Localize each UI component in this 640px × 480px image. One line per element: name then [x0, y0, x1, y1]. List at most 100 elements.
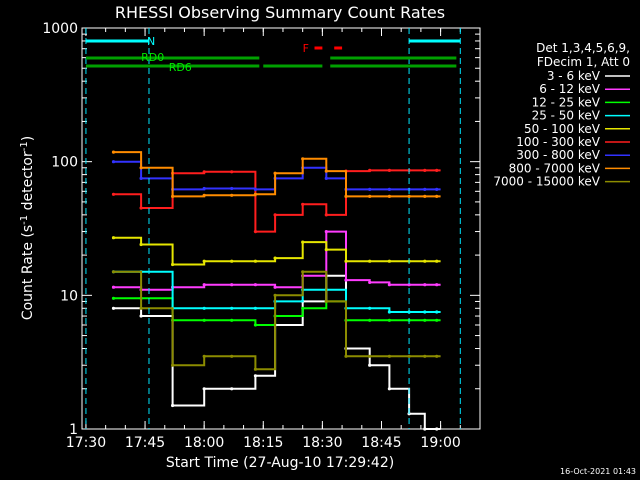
- data-point: [435, 187, 439, 191]
- legend-entry-label: 6 - 12 keV: [539, 82, 601, 96]
- data-point: [368, 318, 372, 322]
- data-point: [324, 213, 328, 217]
- data-point: [423, 259, 427, 263]
- y-axis-label-part2: detector: [20, 151, 36, 215]
- data-point: [435, 259, 439, 263]
- rd6-flag-label: RD6: [169, 61, 192, 74]
- legend-entry-label: 25 - 50 keV: [532, 109, 601, 123]
- y-axis-label-part1: Count Rate (s: [20, 225, 36, 320]
- data-point: [230, 193, 234, 197]
- data-point: [368, 187, 372, 191]
- data-point: [435, 168, 439, 172]
- series-line: [113, 297, 441, 326]
- x-tick-label: 18:30: [302, 435, 342, 451]
- data-point: [387, 187, 391, 191]
- data-point: [387, 354, 391, 358]
- data-point: [423, 354, 427, 358]
- data-point: [423, 318, 427, 322]
- data-point: [139, 314, 143, 318]
- data-point: [368, 194, 372, 198]
- x-axis-label: Start Time (27-Aug-10 17:29:42): [166, 455, 394, 471]
- axis-ticks: [82, 27, 481, 430]
- y-tick-label: 100: [51, 155, 78, 171]
- data-point: [111, 236, 116, 240]
- series-line: [113, 236, 441, 266]
- data-point: [301, 202, 305, 206]
- data-point: [111, 270, 116, 274]
- plot-area: [81, 27, 481, 430]
- data-point: [407, 283, 411, 287]
- data-point: [423, 168, 427, 172]
- data-point: [387, 168, 391, 172]
- y-tick-label: 10: [60, 288, 78, 304]
- night-flag-label: N: [147, 35, 155, 48]
- data-point: [324, 230, 328, 234]
- data-point: [139, 166, 143, 170]
- data-point: [253, 259, 257, 263]
- data-point: [202, 259, 206, 263]
- legend-entry-label: 3 - 6 keV: [547, 69, 601, 83]
- data-point: [253, 230, 257, 234]
- data-point: [202, 318, 206, 322]
- data-point: [435, 283, 439, 287]
- legend-entry-label: 12 - 25 keV: [532, 95, 601, 109]
- x-tick-labels: 17:30 17:45 18:00 18:15 18:30 18:45 19:00: [66, 435, 461, 451]
- x-tick-label: 18:00: [184, 435, 224, 451]
- data-point: [273, 285, 277, 289]
- data-point: [273, 293, 277, 297]
- data-point: [407, 194, 411, 198]
- y-tick-label: 1: [69, 422, 78, 438]
- data-point: [368, 280, 372, 284]
- data-point: [202, 193, 206, 197]
- data-point: [253, 323, 257, 327]
- data-point: [253, 374, 257, 378]
- legend-entry-label: 800 - 7000 keV: [509, 161, 601, 175]
- y-axis-label-sup2: -1: [19, 141, 30, 151]
- data-point: [230, 306, 234, 310]
- chart-title: RHESSI Observing Summary Count Rates: [115, 3, 445, 22]
- data-point: [368, 168, 372, 172]
- data-point: [387, 259, 391, 263]
- data-point: [387, 310, 391, 314]
- y-axis-label-sup1: -1: [19, 215, 30, 225]
- data-point: [111, 285, 116, 289]
- data-point: [253, 306, 257, 310]
- x-tick-label: 17:45: [125, 435, 165, 451]
- flare-flag-label: F: [303, 42, 309, 55]
- x-tick-label: 18:15: [243, 435, 283, 451]
- data-point: [344, 354, 348, 358]
- data-point: [111, 306, 116, 310]
- y-axis-label: Count Rate (s-1 detector-1): [19, 136, 36, 320]
- data-point: [435, 310, 439, 314]
- legend-entry-label: 50 - 100 keV: [524, 122, 601, 136]
- data-point: [344, 278, 348, 282]
- series-group: [111, 150, 441, 431]
- data-point: [344, 194, 348, 198]
- data-point: [387, 194, 391, 198]
- data-point: [253, 283, 257, 287]
- data-point: [111, 192, 116, 196]
- data-point: [301, 306, 305, 310]
- data-point: [324, 248, 328, 252]
- data-point: [230, 387, 234, 391]
- data-point: [387, 387, 391, 391]
- data-point: [202, 186, 206, 191]
- data-point: [435, 427, 439, 431]
- data-point: [387, 318, 391, 322]
- data-point: [253, 367, 257, 371]
- data-point: [273, 171, 277, 175]
- y-tick-label: 1000: [42, 21, 78, 37]
- data-point: [423, 283, 427, 287]
- data-point: [202, 387, 206, 391]
- data-point: [324, 176, 328, 180]
- data-point: [301, 270, 305, 274]
- y-tick-labels: 1 10 100 1000: [42, 21, 78, 438]
- data-point: [171, 262, 175, 267]
- data-point: [253, 192, 257, 196]
- data-point: [435, 354, 439, 358]
- y-axis-label-part3: ): [20, 136, 36, 141]
- data-point: [202, 170, 206, 174]
- data-point: [171, 194, 175, 198]
- data-point: [368, 363, 372, 367]
